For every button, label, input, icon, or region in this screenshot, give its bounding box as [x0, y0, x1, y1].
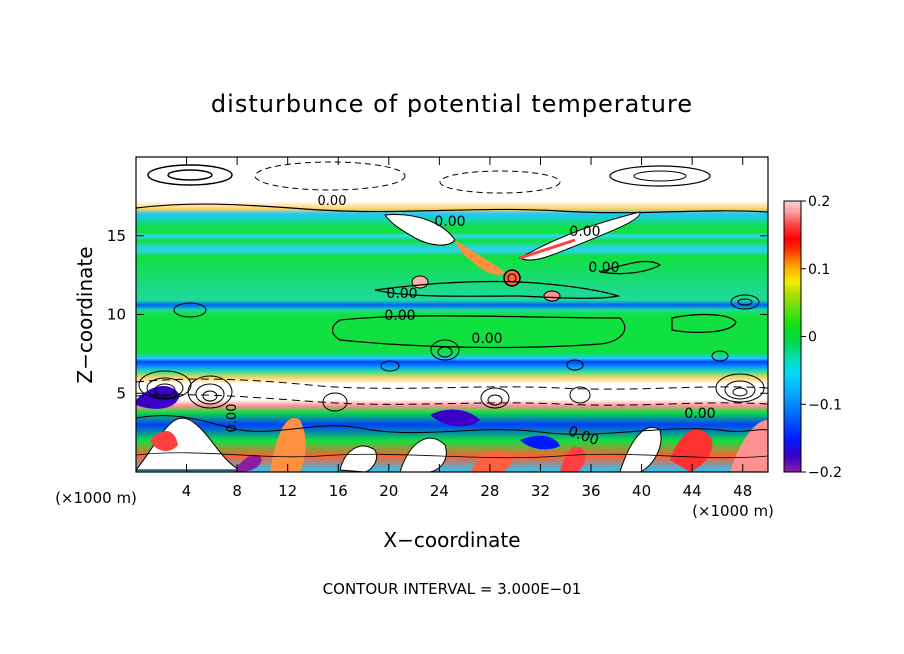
- colorbar-tick-label: −0.1: [808, 397, 842, 413]
- contour-label: 0.00: [471, 331, 502, 347]
- contour-label: 0.00: [569, 224, 600, 240]
- contour-label: 0.00: [434, 214, 465, 230]
- contour-label: 0.00: [384, 308, 415, 324]
- contour-clusters: [138, 294, 765, 412]
- contour-label: 0.00: [318, 194, 347, 209]
- x-tick-label: 48: [733, 482, 752, 500]
- upper-band-structures: [136, 161, 768, 214]
- contour-interval-note: CONTOUR INTERVAL = 3.000E−01: [323, 580, 582, 598]
- colorbar: 0.2 0.1 0 −0.1 −0.2: [783, 194, 842, 481]
- y-tick-label: 15: [107, 227, 126, 245]
- colorbar-tick-label: 0: [808, 330, 817, 346]
- x-tick-label: 40: [632, 482, 651, 500]
- y-axis-label: Z−coordinate: [73, 246, 97, 383]
- contour-labels: 0.00 0.00 0.00 0.00 0.00 0.00 0.00 0.00 …: [225, 194, 716, 449]
- x-tick-label: 28: [480, 482, 499, 500]
- colorbar-ticks: 0.2 0.1 0 −0.1 −0.2: [801, 194, 842, 481]
- lower-contours: [136, 378, 768, 459]
- x-axis-unit: (×1000 m): [55, 489, 137, 507]
- contour-label: 0.00: [225, 404, 240, 433]
- lower-structures: [136, 385, 768, 472]
- contour-label: 0.00: [588, 260, 619, 276]
- x-tick-label: 16: [329, 482, 348, 500]
- chart-title: disturbunce of potential temperature: [211, 90, 693, 118]
- x-tick-label: 20: [379, 482, 398, 500]
- y-tick-label: 5: [116, 384, 126, 402]
- x-tick-label: 24: [430, 482, 449, 500]
- zero-contours: [331, 260, 737, 349]
- x-tick-label: 4: [182, 482, 192, 500]
- x-axis: 4 8 12 16 20 24 28 32 36 40 44 48: [182, 157, 752, 500]
- x-tick-label: 36: [581, 482, 600, 500]
- x-tick-label: 8: [232, 482, 242, 500]
- colorbar-gradient: [783, 200, 802, 473]
- x-axis-label: X−coordinate: [383, 528, 520, 552]
- x-tick-label: 32: [531, 482, 550, 500]
- plot-area: 0.00 0.00 0.00 0.00 0.00 0.00 0.00 0.00 …: [136, 157, 768, 472]
- contour-label: 0.00: [684, 406, 715, 422]
- colorbar-tick-label: 0.1: [808, 262, 830, 278]
- y-tick-label: 10: [107, 306, 126, 324]
- y-axis-unit: (×1000 m): [692, 502, 774, 520]
- x-tick-label: 12: [278, 482, 297, 500]
- colorbar-tick-label: −0.2: [808, 465, 842, 481]
- y-axis: 5 10 15: [107, 227, 768, 402]
- colorbar-tick-label: 0.2: [808, 194, 830, 210]
- x-tick-label: 44: [683, 482, 702, 500]
- contour-label: 0.00: [386, 286, 417, 302]
